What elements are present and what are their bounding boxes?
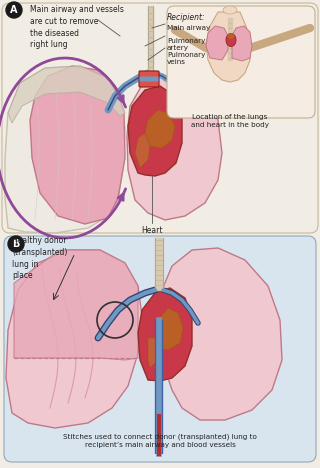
Text: B: B [12, 239, 20, 249]
Text: Heart: Heart [141, 226, 163, 235]
Polygon shape [128, 86, 182, 176]
Polygon shape [127, 75, 222, 220]
Ellipse shape [228, 33, 235, 39]
FancyBboxPatch shape [139, 71, 159, 87]
Polygon shape [155, 308, 183, 350]
Text: Healthy donor
(transplanted)
lung in
place: Healthy donor (transplanted) lung in pla… [12, 236, 68, 280]
Circle shape [6, 2, 22, 18]
FancyBboxPatch shape [167, 6, 315, 118]
Text: A: A [10, 5, 18, 15]
Ellipse shape [223, 6, 237, 14]
Polygon shape [6, 250, 142, 428]
Text: Main airway and vessels
are cut to remove
the diseased
right lung: Main airway and vessels are cut to remov… [30, 5, 124, 50]
Polygon shape [8, 66, 125, 123]
Polygon shape [14, 250, 138, 360]
Text: Stitches used to connect donor (transplanted) lung to
recipient’s main airway an: Stitches used to connect donor (transpla… [63, 434, 257, 448]
Polygon shape [138, 288, 192, 381]
Polygon shape [232, 26, 252, 61]
FancyBboxPatch shape [4, 236, 316, 462]
Polygon shape [148, 338, 158, 368]
Text: Pulmonary
veins: Pulmonary veins [167, 52, 205, 65]
Polygon shape [206, 12, 250, 82]
Text: Main airway: Main airway [167, 25, 210, 31]
FancyBboxPatch shape [2, 3, 318, 233]
Polygon shape [158, 248, 282, 420]
Ellipse shape [226, 34, 236, 46]
Polygon shape [30, 66, 125, 224]
Text: Pulmonary
artery: Pulmonary artery [167, 38, 205, 51]
Polygon shape [5, 66, 125, 233]
Text: Location of the lungs
and heart in the body: Location of the lungs and heart in the b… [191, 114, 269, 127]
Circle shape [8, 236, 24, 252]
Polygon shape [135, 133, 150, 168]
FancyBboxPatch shape [140, 76, 158, 81]
Text: Recipient:: Recipient: [167, 13, 206, 22]
Polygon shape [206, 26, 228, 60]
Polygon shape [145, 110, 175, 148]
